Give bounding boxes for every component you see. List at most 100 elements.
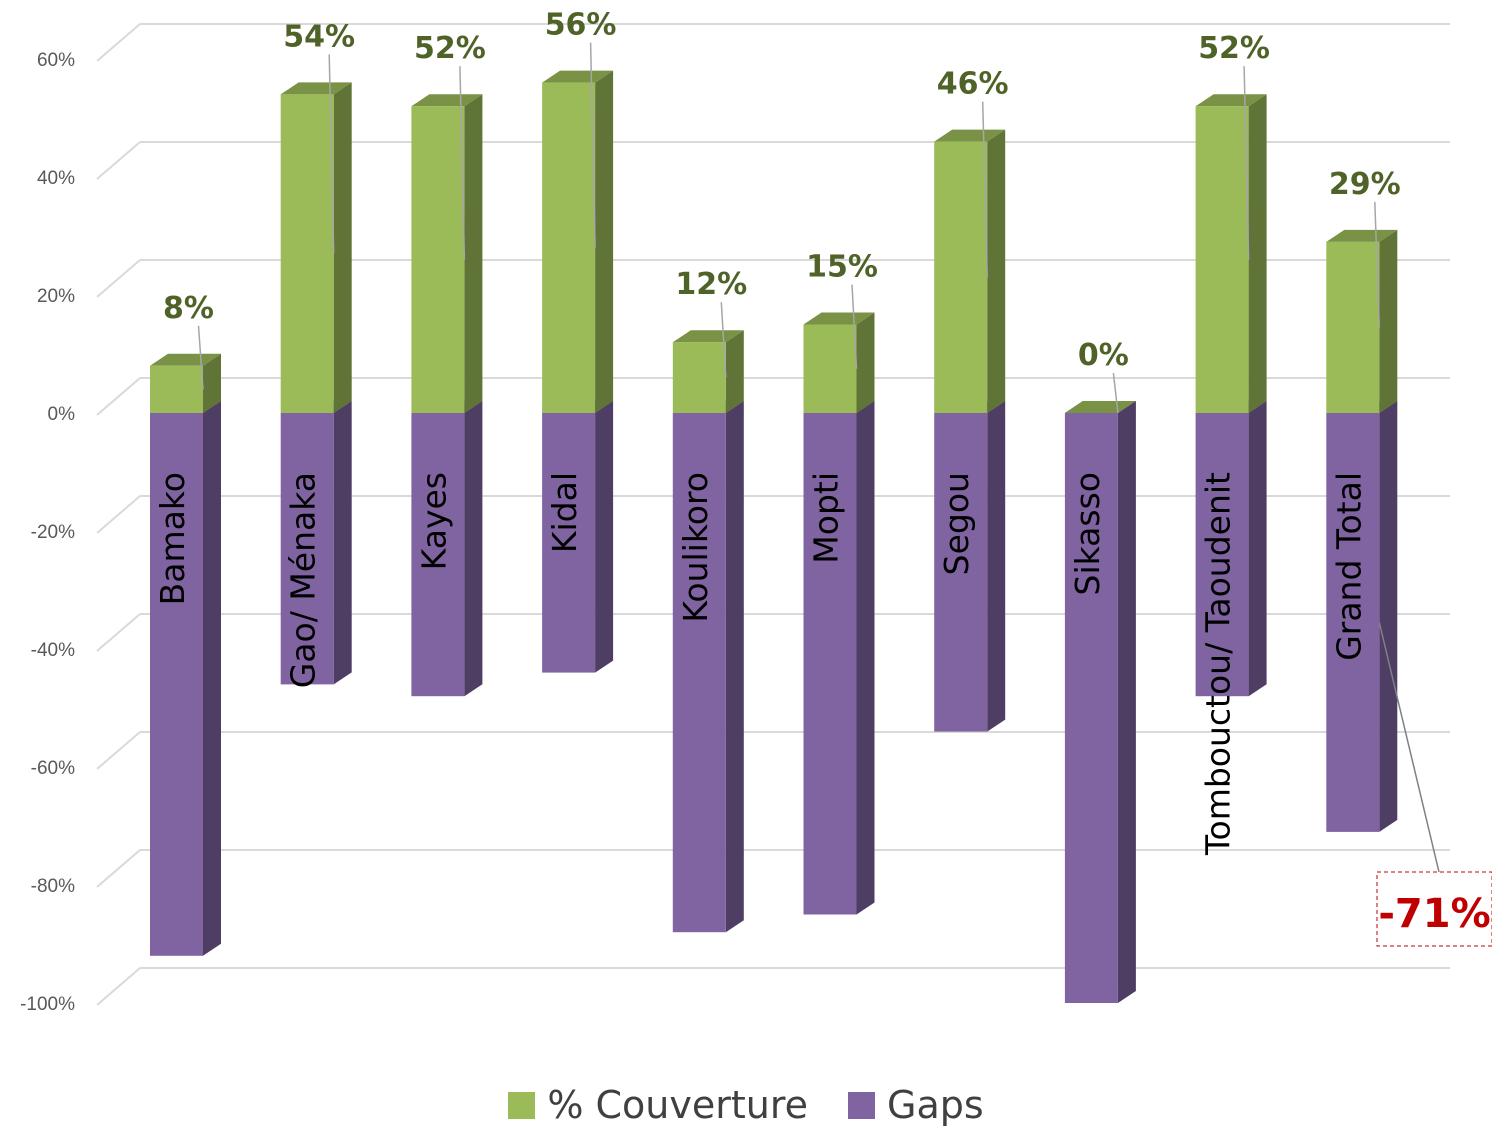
couverture-bar-side bbox=[725, 330, 744, 413]
couverture-bar bbox=[1195, 94, 1267, 413]
gaps-bar-side bbox=[1248, 401, 1267, 697]
y-tick-label: -60% bbox=[31, 758, 75, 779]
gaps-bar-front bbox=[1195, 413, 1249, 697]
couverture-bar-top bbox=[150, 353, 221, 366]
label-leader-line bbox=[459, 66, 466, 260]
data-labels: Bamako 8% Gao/ Ménaka 54% Kayes 52% Kidal 56% Ko… bbox=[153, 8, 1492, 947]
couverture-bar-front bbox=[1195, 106, 1249, 413]
gaps-bar bbox=[411, 401, 483, 697]
gaps-bar bbox=[1064, 401, 1136, 1003]
label-leader-lines bbox=[197, 42, 1440, 873]
couverture-bar-front bbox=[411, 106, 465, 413]
couverture-value-label: 52% bbox=[1198, 31, 1270, 66]
category-label: Tombouctou/ Taoudenit bbox=[1199, 472, 1238, 856]
label-leader-line bbox=[851, 284, 858, 369]
gaps-bar bbox=[150, 401, 221, 956]
couverture-bar-top bbox=[411, 94, 483, 107]
gaps-bar-side bbox=[464, 401, 483, 697]
couverture-bar bbox=[280, 82, 352, 414]
couverture-value-label: 56% bbox=[545, 8, 617, 43]
label-leader-line bbox=[328, 54, 335, 254]
couverture-value-label: 46% bbox=[937, 67, 1009, 102]
gaps-bar bbox=[542, 401, 614, 673]
label-leader-line bbox=[1374, 201, 1381, 328]
gridlines bbox=[96, 23, 1450, 1006]
couverture-bar-top bbox=[803, 312, 875, 325]
gaps-bar-side bbox=[856, 401, 875, 915]
gridline-depth bbox=[96, 141, 141, 180]
couverture-bar-front bbox=[934, 141, 988, 413]
gaps-bar bbox=[934, 401, 1006, 732]
label-leader-line bbox=[981, 101, 988, 278]
category-label: Sikasso bbox=[1068, 472, 1107, 595]
legend-label-gaps: Gaps bbox=[887, 1083, 984, 1127]
gaps-bar-front bbox=[411, 413, 465, 697]
gaps-bar-side bbox=[1117, 401, 1136, 1003]
couverture-value-label: 8% bbox=[163, 291, 214, 326]
category-label: Kidal bbox=[545, 472, 584, 553]
gaps-bar-side bbox=[333, 401, 352, 685]
couverture-bar-top bbox=[1326, 229, 1398, 242]
category-label: Segou bbox=[937, 472, 976, 575]
gaps-bar bbox=[1195, 401, 1267, 697]
y-tick-label: 0% bbox=[48, 404, 76, 425]
gaps-bar-front bbox=[803, 413, 857, 915]
gaps-bar-front bbox=[934, 413, 988, 732]
gridline-depth bbox=[96, 377, 141, 416]
legend-swatch-couverture bbox=[508, 1091, 536, 1119]
couverture-bar-top bbox=[280, 82, 352, 95]
y-tick-label: -40% bbox=[31, 640, 75, 661]
label-leader-line bbox=[589, 42, 596, 248]
label-leader-line bbox=[1243, 66, 1250, 260]
gaps-bar-front bbox=[672, 413, 726, 933]
couverture-bar-side bbox=[595, 70, 614, 413]
legend-label-couverture: % Couverture bbox=[547, 1083, 809, 1127]
couverture-value-label: 29% bbox=[1329, 167, 1401, 202]
couverture-bar bbox=[150, 353, 221, 413]
couverture-bar-top bbox=[672, 330, 744, 343]
bars bbox=[150, 70, 1398, 1003]
gridline-depth bbox=[96, 259, 141, 298]
couverture-bar-side bbox=[203, 353, 221, 413]
legend-item-gaps: Gaps bbox=[848, 1083, 984, 1127]
gaps-bar bbox=[672, 401, 744, 933]
gaps-bar-front bbox=[542, 413, 596, 673]
couverture-value-label: 0% bbox=[1078, 338, 1129, 373]
category-label: Koulikoro bbox=[676, 472, 715, 623]
gridline-depth bbox=[96, 731, 141, 770]
category-label: Grand Total bbox=[1329, 472, 1368, 661]
gaps-bar-side bbox=[595, 401, 614, 673]
couverture-bar-side bbox=[987, 129, 1006, 413]
gaps-value-label-box bbox=[1376, 871, 1492, 947]
couverture-bar-side bbox=[333, 82, 352, 414]
gaps-bar-side bbox=[203, 401, 221, 956]
label-leader-line bbox=[197, 325, 204, 390]
gridline-depth bbox=[96, 967, 141, 1006]
couverture-bar-front bbox=[672, 342, 726, 413]
couverture-value-label: 15% bbox=[806, 250, 878, 285]
couverture-bar-front bbox=[803, 324, 857, 413]
couverture-bar-top bbox=[542, 70, 614, 83]
couverture-bar bbox=[803, 312, 875, 413]
couverture-value-label: 52% bbox=[414, 31, 486, 66]
couverture-bar-front bbox=[150, 365, 203, 413]
gridline-depth bbox=[96, 495, 141, 534]
couverture-bar bbox=[542, 70, 614, 413]
couverture-bar bbox=[672, 330, 744, 413]
gaps-bar-side bbox=[725, 401, 744, 933]
gaps-bar-front bbox=[150, 413, 203, 956]
couverture-bar-front bbox=[280, 94, 334, 414]
couverture-bar bbox=[934, 129, 1006, 413]
couverture-bar-side bbox=[464, 94, 483, 413]
legend-item-couverture: % Couverture bbox=[508, 1083, 808, 1127]
couverture-value-label: 54% bbox=[283, 19, 355, 54]
gaps-bar-front bbox=[1326, 413, 1380, 832]
legend-swatch-gaps bbox=[848, 1091, 876, 1119]
couverture-bar-side bbox=[856, 312, 875, 413]
y-axis-tick-labels: 60% 40% 20% 0% -20% -40% -60% -80% -100% bbox=[20, 50, 75, 1015]
gaps-bar-front bbox=[280, 413, 334, 685]
category-label: Kayes bbox=[414, 472, 453, 570]
gridline-depth bbox=[96, 23, 141, 62]
y-tick-label: 20% bbox=[37, 286, 75, 307]
gaps-bar-front bbox=[1064, 413, 1118, 1003]
